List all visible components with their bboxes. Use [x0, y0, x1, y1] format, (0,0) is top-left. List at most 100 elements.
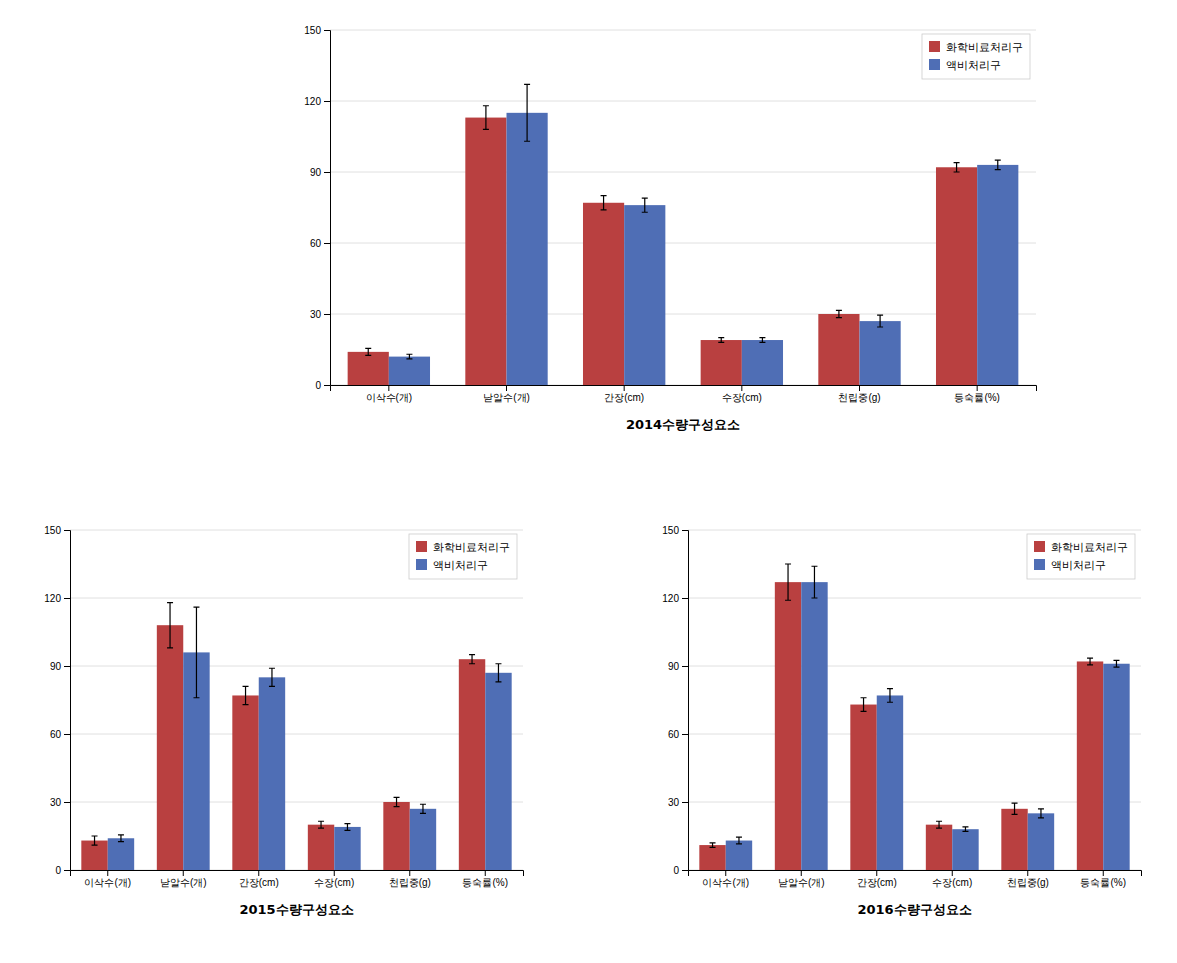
y-axis: 0306090120150 [304, 25, 330, 391]
tick-mark [682, 802, 688, 803]
tick-mark [1027, 870, 1028, 876]
legend-label: 액비처리구 [1051, 559, 1106, 572]
tick-mark [107, 870, 108, 876]
tick: 90 [50, 661, 70, 672]
chart: 0306090120150이삭수(개)낟알수(개)간장(cm)수장(cm)천립중… [304, 25, 1036, 432]
tick-label: 이삭수(개) [84, 877, 131, 888]
error-bar [1012, 803, 1018, 814]
tick: 등숙률(%) [954, 385, 1000, 403]
grid-line [688, 734, 1141, 735]
y-axis: 0306090120150 [44, 525, 70, 876]
tick-label: 이삭수(개) [702, 877, 749, 888]
y-axis: 0306090120150 [662, 525, 688, 876]
tick-label: 150 [662, 525, 679, 536]
legend-frame [409, 534, 517, 579]
bar [624, 205, 665, 385]
tick: 등숙률(%) [1080, 870, 1126, 888]
tick-mark [682, 666, 688, 667]
tick-label: 등숙률(%) [954, 392, 1000, 403]
x-axis: 이삭수(개)낟알수(개)간장(cm)수장(cm)천립중(g)등숙률(%) [331, 385, 1037, 403]
grid-line [330, 101, 1036, 102]
bar [348, 352, 389, 385]
tick-label: 90 [668, 661, 680, 672]
tick-mark [334, 870, 335, 876]
tick: 30 [668, 797, 688, 808]
grid-line [330, 30, 1036, 31]
error-bar [365, 348, 371, 355]
error-bar [877, 315, 883, 327]
bar [1001, 809, 1027, 870]
bar [108, 838, 134, 870]
error-bar [954, 163, 960, 172]
x-axis: 이삭수(개)낟알수(개)간장(cm)수장(cm)천립중(g)등숙률(%) [71, 870, 524, 888]
tick: 120 [304, 96, 330, 107]
tick-mark [682, 530, 688, 531]
plot-area [699, 564, 1129, 870]
bar [801, 582, 827, 870]
legend-item: 화학비료처리구 [416, 541, 510, 554]
grid-line [70, 666, 523, 667]
legend-frame [1027, 534, 1135, 579]
tick-mark [485, 870, 486, 876]
error-bar [936, 821, 942, 828]
chart-title: 2016수량구성요소 [857, 902, 971, 917]
legend-label: 화학비료처리구 [946, 41, 1023, 54]
tick-label: 60 [668, 729, 680, 740]
tick-label: 60 [50, 729, 62, 740]
bar [308, 825, 334, 870]
bar [259, 677, 285, 870]
tick: 수장(cm) [314, 870, 354, 888]
grid [330, 30, 1036, 385]
bar-series [389, 113, 1019, 385]
tick-label: 60 [310, 238, 322, 249]
grid-line [70, 598, 523, 599]
tick: 30 [50, 797, 70, 808]
error-bars [736, 566, 1120, 844]
tick-label: 90 [310, 167, 322, 178]
tick-label: 수장(cm) [314, 877, 354, 888]
grid-line [330, 243, 1036, 244]
tick: 150 [662, 525, 688, 536]
bar [465, 118, 506, 385]
grid-line [70, 802, 523, 803]
bar [977, 165, 1018, 385]
tick: 수장(cm) [932, 870, 972, 888]
legend-item: 화학비료처리구 [1034, 541, 1128, 554]
grid-line [688, 598, 1141, 599]
bar-series [81, 625, 485, 870]
bar [383, 802, 409, 870]
grid-line [688, 666, 1141, 667]
tick-label: 150 [304, 25, 321, 36]
tick-label: 120 [304, 96, 321, 107]
tick-mark [64, 666, 70, 667]
tick-label: 30 [668, 797, 680, 808]
legend-item: 액비처리구 [416, 559, 488, 572]
tick-mark [409, 870, 410, 876]
tick: 0 [315, 380, 330, 391]
error-bars [710, 564, 1094, 847]
grid-line [688, 802, 1141, 803]
tick-label: 0 [55, 865, 61, 876]
tick-mark [1103, 870, 1104, 876]
tick: 60 [668, 729, 688, 740]
error-bars [118, 607, 502, 842]
tick-label: 120 [662, 593, 679, 604]
tick-label: 등숙률(%) [462, 877, 508, 888]
tick: 등숙률(%) [462, 870, 508, 888]
error-bar [406, 354, 412, 359]
tick-mark [258, 870, 259, 876]
bar [389, 357, 430, 385]
tick-mark [324, 243, 330, 244]
bar [334, 827, 360, 870]
tick-label: 천립중(g) [1007, 877, 1049, 888]
x-axis: 이삭수(개)낟알수(개)간장(cm)수장(cm)천립중(g)등숙률(%) [689, 870, 1142, 888]
error-bar [483, 106, 489, 130]
tick: 0 [55, 865, 70, 876]
legend-swatch [929, 41, 940, 52]
tick-label: 낟알수(개) [160, 877, 207, 888]
legend-swatch [416, 541, 427, 552]
axis-line [324, 31, 331, 386]
bar [232, 695, 258, 870]
legend-item: 화학비료처리구 [929, 41, 1023, 54]
bar-series [108, 652, 512, 870]
